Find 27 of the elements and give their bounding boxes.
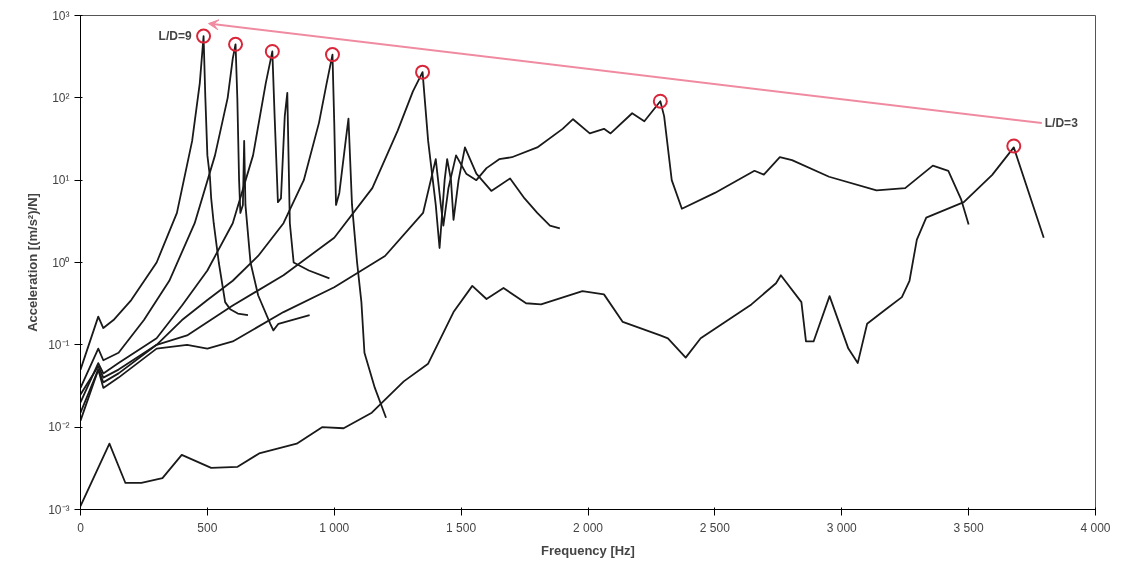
x-tick-label: 0 [77, 520, 85, 535]
y-tick-label: 10⁰ [52, 255, 70, 270]
y-axis-title: Acceleration [(m/s²)/N] [25, 193, 41, 332]
point [264, 43, 280, 59]
y-tick-label: 10⁻² [48, 420, 70, 435]
y-tick-label: 10³ [52, 8, 70, 23]
x-tick-label: 1 500 [446, 520, 477, 535]
point [415, 64, 431, 80]
x-tick-label: 1 000 [319, 520, 350, 535]
y-tick-label: 10² [52, 90, 70, 105]
x-tick-label: 3 500 [953, 520, 984, 535]
y-tick-label: 10⁻¹ [48, 337, 70, 352]
annotation: L/D=3 [1044, 116, 1079, 131]
y-tick-label: 10¹ [52, 173, 70, 188]
point [196, 28, 212, 44]
point [652, 93, 668, 109]
point [324, 47, 340, 63]
x-tick-label: 2 000 [572, 520, 604, 535]
x-tick-label: 4 000 [1080, 520, 1111, 535]
annotation: L/D=9 [158, 29, 192, 44]
x-tick-label: 2 500 [699, 520, 731, 535]
y-tick-label: 10⁻³ [48, 502, 70, 517]
point [228, 36, 244, 52]
x-axis-title: Frequency [Hz] [541, 542, 635, 558]
point [1006, 138, 1022, 154]
x-tick-label: 500 [197, 520, 218, 535]
x-tick-label: 3 000 [826, 520, 858, 535]
